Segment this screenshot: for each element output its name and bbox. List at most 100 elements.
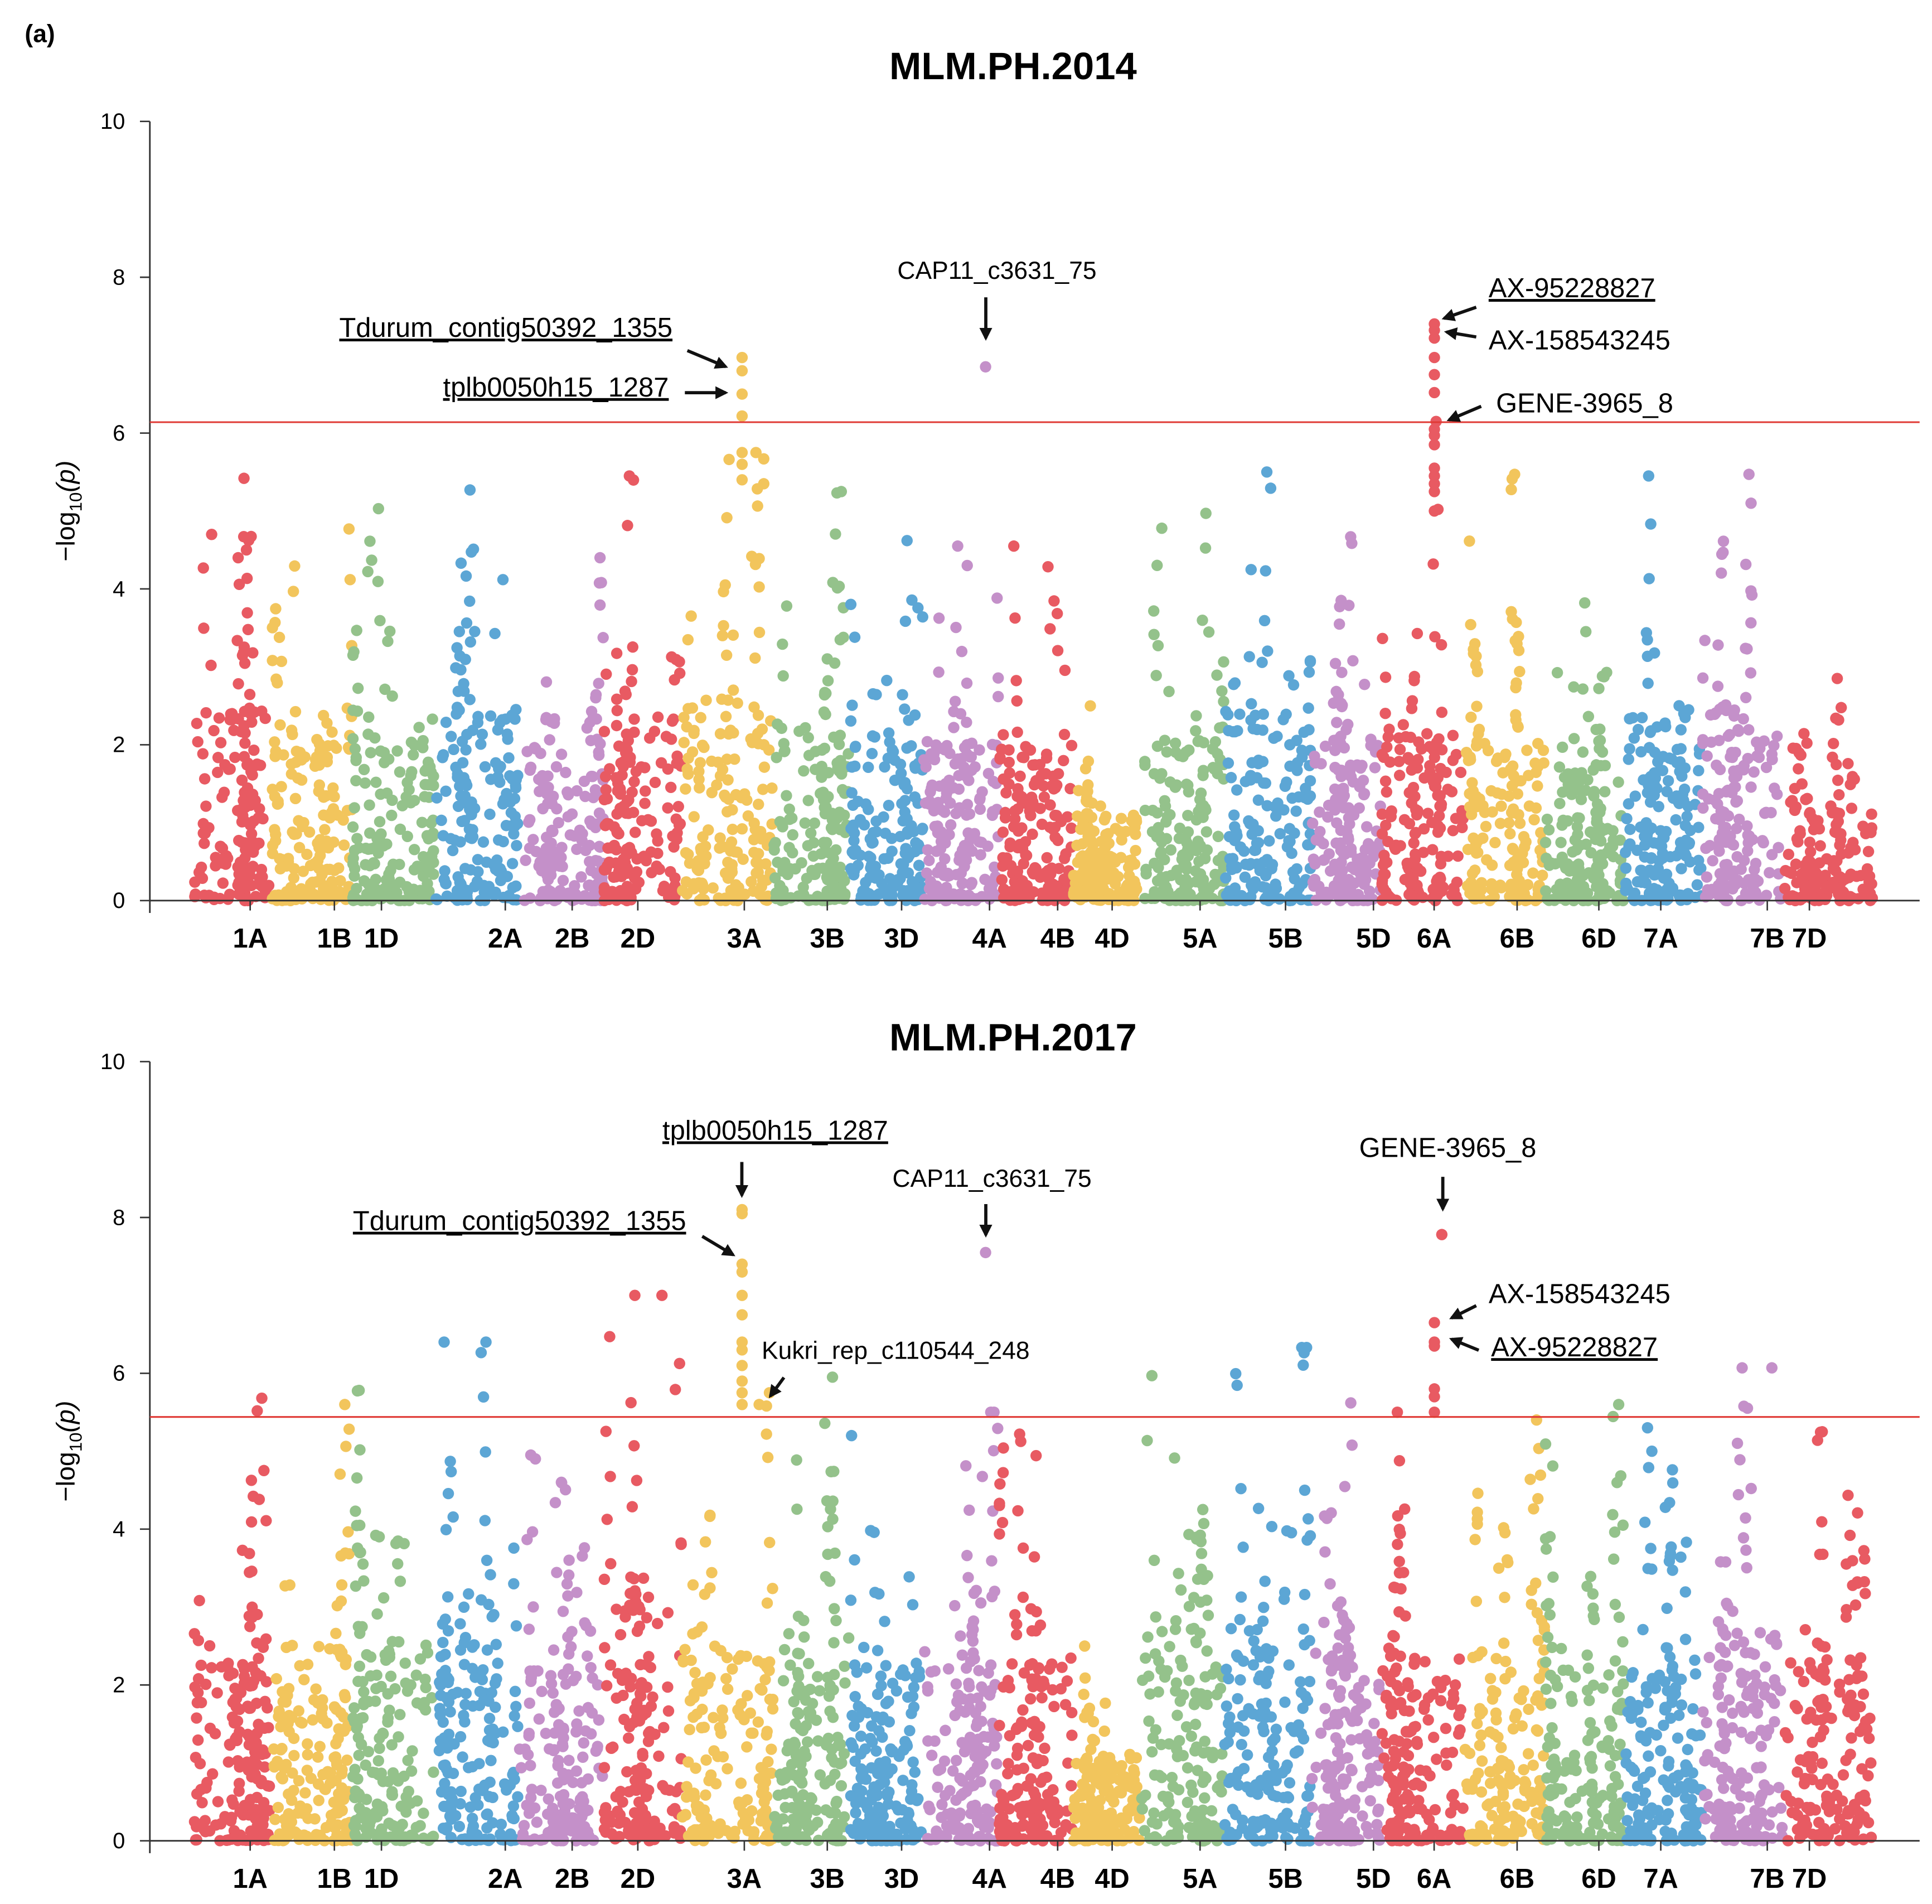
- snp-point: [778, 1644, 791, 1656]
- snp-point: [696, 1621, 708, 1633]
- snp-point: [777, 638, 788, 650]
- snp-point: [392, 1535, 404, 1547]
- annotation-arrow-icon: [1444, 327, 1477, 340]
- snp-point: [444, 1706, 456, 1718]
- snp-point: [883, 727, 895, 739]
- snp-point: [623, 808, 635, 819]
- y-axis-label: −log10(p): [51, 461, 85, 562]
- snp-point: [729, 753, 740, 765]
- snp-point: [1302, 702, 1314, 714]
- snp-point: [919, 893, 931, 905]
- snp-point: [1287, 866, 1299, 878]
- snp-point: [288, 1732, 300, 1744]
- snp-point: [1714, 763, 1726, 776]
- snp-point: [491, 1673, 502, 1685]
- snp-point: [321, 717, 333, 729]
- snp-point: [331, 742, 342, 754]
- snp-point: [1554, 878, 1566, 890]
- snp-point: [639, 798, 651, 809]
- snp-point: [591, 733, 603, 745]
- snp-point: [1724, 869, 1736, 881]
- snp-point: [1124, 878, 1136, 891]
- snp-point: [333, 1788, 345, 1800]
- snp-point: [445, 731, 457, 742]
- snp-point: [490, 886, 501, 898]
- snp-point: [359, 777, 371, 789]
- snp-point: [1442, 784, 1454, 795]
- snp-point: [679, 1644, 691, 1655]
- snp-point: [1345, 531, 1357, 543]
- snp-point: [964, 751, 976, 763]
- snp-point: [1377, 632, 1388, 645]
- snp-point: [1348, 809, 1360, 821]
- snp-point: [1359, 874, 1372, 886]
- snp-point: [509, 820, 521, 832]
- snp-point: [1514, 665, 1526, 678]
- snp-point: [566, 808, 578, 820]
- snp-point: [503, 752, 515, 764]
- snp-point: [246, 1565, 258, 1577]
- snp-point: [377, 1728, 389, 1740]
- snp-point: [1359, 679, 1371, 690]
- snp-point: [353, 842, 365, 854]
- snp-point: [439, 1613, 451, 1625]
- snp-point: [1471, 796, 1484, 808]
- snp-point: [440, 785, 452, 797]
- snp-point: [1790, 858, 1802, 870]
- snp-point: [1864, 890, 1876, 901]
- snp-point: [830, 869, 842, 881]
- snp-point: [1016, 796, 1028, 809]
- snp-point: [722, 1763, 733, 1775]
- snp-point: [472, 854, 484, 866]
- snp-point: [992, 672, 1004, 684]
- snp-point: [348, 802, 360, 814]
- snp-point: [510, 774, 522, 786]
- snp-point: [331, 1599, 343, 1612]
- snp-point: [1263, 835, 1275, 847]
- significant-snp-point: [1429, 351, 1440, 364]
- snp-point: [1660, 868, 1673, 880]
- snp-point: [1411, 627, 1423, 640]
- snp-point: [318, 791, 330, 803]
- snp-point: [601, 1514, 613, 1525]
- snp-point: [1750, 873, 1761, 885]
- snp-point: [644, 732, 656, 744]
- snp-point: [241, 607, 253, 619]
- snp-point: [251, 1791, 263, 1804]
- snp-point: [272, 677, 283, 689]
- snp-point: [248, 846, 259, 858]
- snp-point: [703, 824, 714, 836]
- snp-point: [1745, 497, 1757, 509]
- snp-point: [449, 834, 461, 846]
- snp-point: [1052, 645, 1064, 656]
- snp-point: [536, 1685, 548, 1698]
- snp-point: [1239, 858, 1252, 870]
- snp-point: [535, 1785, 547, 1796]
- snp-point: [1657, 852, 1669, 864]
- snp-point: [475, 1594, 487, 1606]
- snp-point: [530, 845, 542, 858]
- snp-point: [1842, 757, 1854, 770]
- snp-point: [1510, 714, 1522, 726]
- snp-point: [628, 776, 640, 787]
- snp-point: [1590, 833, 1601, 845]
- snp-point: [696, 877, 708, 889]
- snp-point: [1299, 791, 1310, 804]
- snp-point: [897, 689, 908, 700]
- snp-point: [391, 745, 403, 757]
- snp-point: [375, 1767, 388, 1779]
- snp-point: [603, 893, 615, 906]
- chromosome-label: 4A: [972, 924, 1006, 954]
- snp-point: [933, 742, 945, 755]
- snp-point: [1088, 825, 1100, 837]
- snp-point: [1833, 789, 1845, 801]
- snp-point: [1469, 638, 1481, 650]
- snp-point: [198, 837, 210, 849]
- snp-point: [714, 832, 726, 844]
- snp-point: [700, 694, 712, 706]
- snp-point: [192, 736, 204, 748]
- snp-point: [1530, 766, 1542, 779]
- snp-point: [442, 1591, 454, 1603]
- snp-point: [1257, 724, 1268, 736]
